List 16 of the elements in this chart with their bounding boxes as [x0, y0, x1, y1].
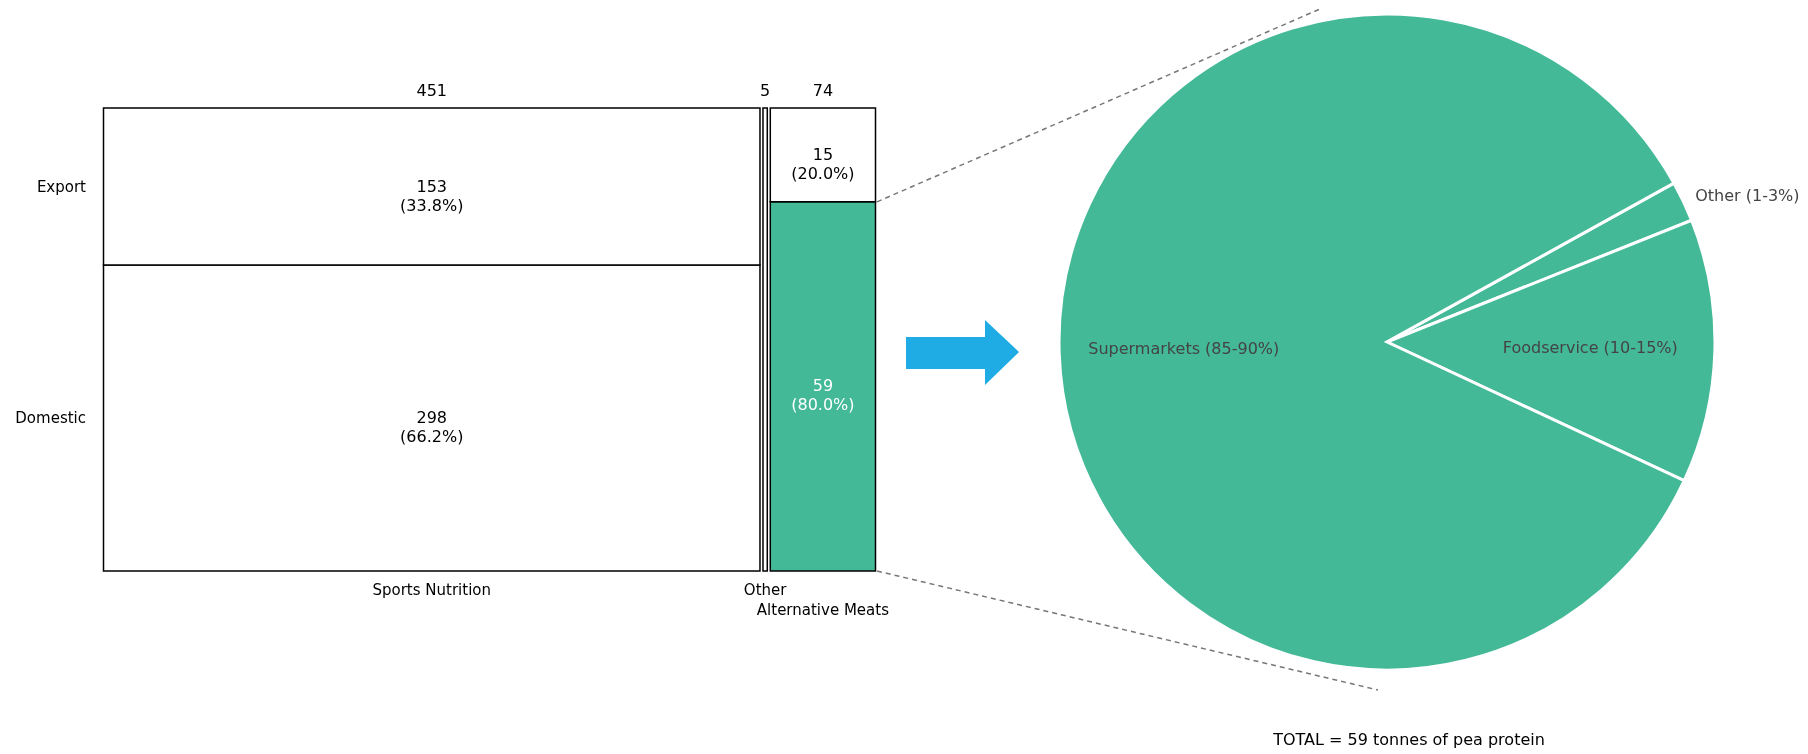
category-label: Sports Nutrition [372, 581, 492, 599]
category-label: Other [743, 581, 788, 599]
series-label: Domestic [15, 409, 86, 428]
slice-label: Foodservice (10-15%) [1502, 337, 1678, 357]
data-label: 59 (80.0%) [791, 376, 855, 415]
series-label: Export [36, 177, 87, 196]
data-label: 15 (20.0%) [791, 144, 855, 183]
category-label: Alternative Meats [756, 601, 890, 619]
text: TOTAL = 59 tonnes of pea protein [1272, 730, 1545, 749]
slice-label: Other (1-3%) [1695, 185, 1800, 205]
slice-label: Supermarkets (85-90%) [1088, 339, 1280, 359]
data-label: 153 (33.8%) [400, 176, 464, 215]
data-label: 74 [812, 81, 834, 100]
data-label: 5 [760, 81, 771, 100]
data-label: 298 (66.2%) [400, 408, 464, 447]
data-label: 451 [416, 81, 448, 100]
